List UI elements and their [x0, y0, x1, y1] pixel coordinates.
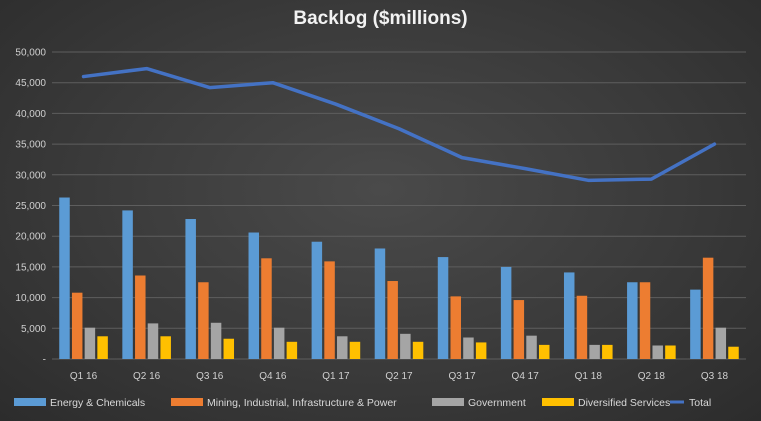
x-tick-label: Q1 17 [322, 371, 350, 382]
bar [652, 345, 663, 359]
legend-label: Diversified Services [578, 397, 670, 409]
bar [135, 275, 146, 359]
legend-label: Government [468, 397, 526, 409]
bar [97, 336, 108, 359]
bar [387, 281, 398, 359]
bar [160, 336, 171, 359]
bar [715, 327, 727, 359]
bar [261, 258, 272, 359]
legend-label: Mining, Industrial, Infrastructure & Pow… [207, 397, 397, 409]
y-tick-label: 15,000 [15, 262, 46, 273]
y-tick-label: - [43, 355, 46, 366]
x-tick-label: Q4 16 [259, 371, 287, 382]
bar [513, 300, 525, 359]
x-tick-label: Q3 18 [701, 371, 729, 382]
bar [198, 282, 209, 359]
bar [324, 261, 335, 359]
bar [450, 296, 461, 359]
y-tick-label: 45,000 [15, 78, 46, 89]
y-tick-label: 25,000 [15, 201, 46, 212]
legend-swatch [171, 398, 203, 406]
bar [337, 336, 348, 359]
legend-label: Total [689, 397, 711, 409]
bar [286, 341, 298, 359]
total-line [81, 66, 717, 183]
legend-swatch [14, 398, 46, 406]
bar [273, 327, 285, 359]
bar [526, 335, 537, 359]
x-tick-label: Q4 17 [512, 371, 540, 382]
bar [349, 341, 361, 359]
bar [728, 346, 739, 359]
y-tick-label: 50,000 [15, 48, 46, 59]
legend-swatch [432, 398, 464, 406]
bar [311, 241, 323, 359]
y-tick-label: 30,000 [15, 170, 46, 181]
bar [463, 337, 474, 359]
bar [59, 197, 70, 359]
y-tick-label: 40,000 [15, 109, 46, 120]
bar [223, 338, 235, 359]
bar [500, 266, 512, 359]
x-tick-label: Q2 18 [638, 371, 666, 382]
bar [563, 272, 575, 359]
legend-label: Energy & Chemicals [50, 397, 145, 409]
x-tick-label: Q3 16 [196, 371, 224, 382]
bar [400, 333, 411, 359]
bar [602, 344, 613, 359]
bar [185, 219, 196, 359]
bar [412, 341, 424, 359]
x-tick-label: Q2 17 [385, 371, 413, 382]
bar [665, 345, 676, 359]
x-tick-label: Q1 18 [575, 371, 603, 382]
x-tick-label: Q1 16 [70, 371, 98, 382]
bar [71, 292, 83, 359]
bar [589, 344, 600, 359]
bar [84, 327, 96, 359]
bar [248, 232, 260, 359]
y-tick-label: 20,000 [15, 232, 46, 243]
bar [627, 282, 638, 359]
bar [690, 289, 701, 359]
y-tick-label: 35,000 [15, 140, 46, 151]
chart-title: Backlog ($millions) [293, 8, 468, 29]
bar [147, 323, 159, 359]
bar [576, 295, 588, 359]
legend-swatch [542, 398, 574, 406]
bar [702, 257, 714, 359]
bar [475, 342, 487, 359]
bar [374, 248, 386, 359]
y-tick-label: 5,000 [21, 324, 46, 335]
y-tick-label: 10,000 [15, 293, 46, 304]
bar [639, 282, 651, 359]
bar [210, 322, 222, 359]
bar [437, 257, 449, 359]
x-tick-label: Q2 16 [133, 371, 161, 382]
x-tick-label: Q3 17 [448, 371, 476, 382]
bar [122, 210, 133, 359]
bar [538, 344, 550, 359]
